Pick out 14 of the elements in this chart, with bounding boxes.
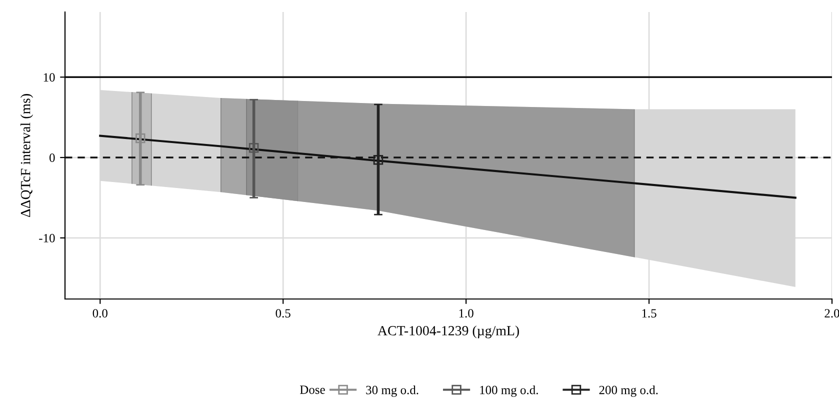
legend-title: Dose: [300, 386, 325, 394]
legend-label: 30 mg o.d.: [366, 385, 418, 397]
x-tick-label: 0.0: [92, 309, 108, 318]
x-axis-title: ACT-1004-1239 (µg/mL): [378, 326, 519, 338]
x-tick-label: 0.5: [276, 309, 290, 318]
legend-label: 200 mg o.d.: [599, 385, 658, 397]
y-tick-label: 0: [50, 154, 55, 162]
legend-label: 100 mg o.d.: [480, 385, 538, 397]
x-tick-label: 1.5: [642, 309, 656, 318]
y-axis-title: ΔΔQTcF interval (ms): [20, 94, 34, 218]
y-tick-label: 10: [44, 73, 55, 82]
y-tick-label: -10: [39, 234, 55, 242]
x-tick-label: 1.0: [459, 309, 474, 318]
x-tick-label: 2.0: [824, 309, 839, 318]
